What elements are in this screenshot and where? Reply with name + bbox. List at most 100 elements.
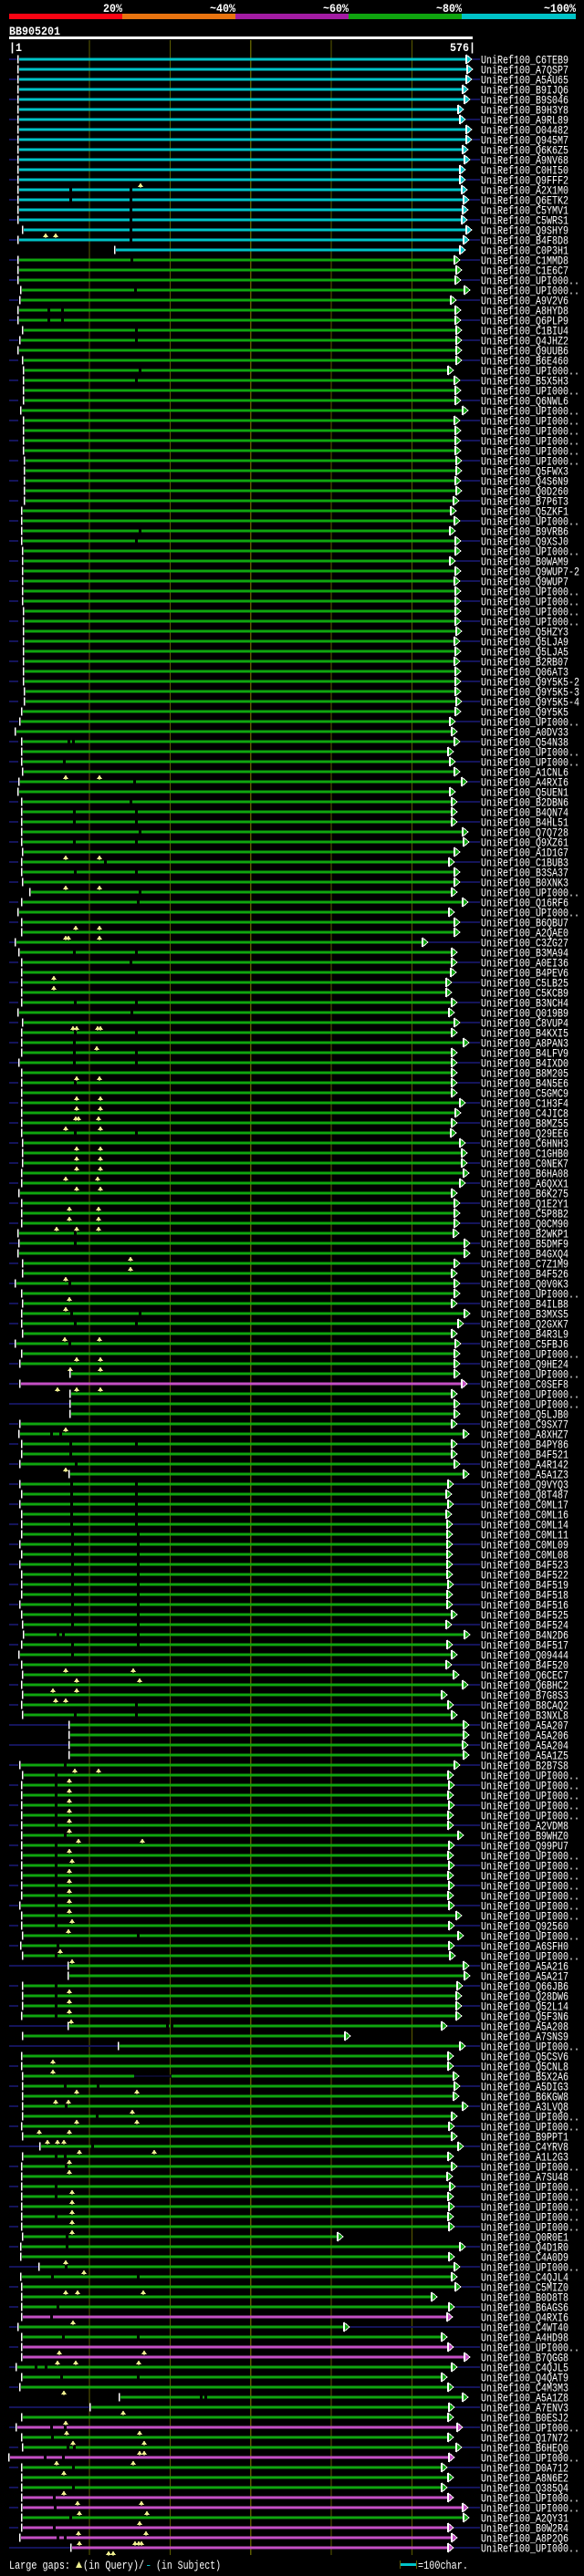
svg-text:UniRef100_B0WAM9: UniRef100_B0WAM9 bbox=[481, 556, 568, 569]
svg-text:UniRef100_UPI000..: UniRef100_UPI000.. bbox=[481, 1871, 579, 1884]
svg-text:UniRef100_B4IXD0: UniRef100_B4IXD0 bbox=[481, 1058, 568, 1071]
svg-text:UniRef100_Q99PU7: UniRef100_Q99PU7 bbox=[481, 1841, 568, 1854]
svg-text:UniRef100_B8M205: UniRef100_B8M205 bbox=[481, 1068, 568, 1081]
svg-text:-: - bbox=[145, 2560, 152, 2571]
svg-text:UniRef100_A9RL89: UniRef100_A9RL89 bbox=[481, 115, 568, 128]
svg-text:UniRef100_O04482: UniRef100_O04482 bbox=[481, 125, 568, 138]
svg-text:UniRef100_UPI000..: UniRef100_UPI000.. bbox=[481, 416, 579, 429]
svg-text:UniRef100_Q9Y5K5-3: UniRef100_Q9Y5K5-3 bbox=[481, 687, 579, 700]
svg-text:UniRef100_Q5CSV6: UniRef100_Q5CSV6 bbox=[481, 2051, 568, 2064]
svg-text:UniRef100_B9VRB6: UniRef100_B9VRB6 bbox=[481, 526, 568, 539]
svg-text:UniRef100_C0ML14: UniRef100_C0ML14 bbox=[481, 1520, 568, 1532]
svg-text:UniRef100_B0W2R4: UniRef100_B0W2R4 bbox=[481, 2523, 568, 2536]
svg-text:UniRef100_UPI000..: UniRef100_UPI000.. bbox=[481, 1901, 579, 1914]
svg-text:UniRef100_UPI000..: UniRef100_UPI000.. bbox=[481, 2453, 579, 2466]
svg-text:UniRef100_UPI000..: UniRef100_UPI000.. bbox=[481, 757, 579, 770]
svg-text:UniRef100_C0ML17: UniRef100_C0ML17 bbox=[481, 1500, 568, 1512]
svg-text:UniRef100_C1MMD8: UniRef100_C1MMD8 bbox=[481, 255, 568, 268]
svg-text:UniRef100_Q6BHC2: UniRef100_Q6BHC2 bbox=[481, 1680, 568, 1693]
svg-text:UniRef100_UPI000..: UniRef100_UPI000.. bbox=[481, 2192, 579, 2205]
svg-text:UniRef100_UPI000..: UniRef100_UPI000.. bbox=[481, 1289, 579, 1302]
svg-text:~60%: ~60% bbox=[323, 2, 349, 16]
svg-text:UniRef100_B4F519: UniRef100_B4F519 bbox=[481, 1580, 568, 1593]
svg-text:UniRef100_B6E460: UniRef100_B6E460 bbox=[481, 356, 568, 369]
svg-text:UniRef100_UPI000..: UniRef100_UPI000.. bbox=[481, 2543, 579, 2556]
svg-text:576|: 576| bbox=[450, 41, 475, 55]
svg-text:UniRef100_B4HL51: UniRef100_B4HL51 bbox=[481, 817, 568, 830]
svg-text:BB905201: BB905201 bbox=[9, 25, 60, 38]
svg-text:UniRef100_UPI000..: UniRef100_UPI000.. bbox=[481, 446, 579, 459]
svg-text:UniRef100_B4F520: UniRef100_B4F520 bbox=[481, 1660, 568, 1673]
svg-text:UniRef100_Q5HZY3: UniRef100_Q5HZY3 bbox=[481, 627, 568, 639]
svg-text:UniRef100_C1BUB3: UniRef100_C1BUB3 bbox=[481, 857, 568, 870]
svg-text:UniRef100_Q4JHZ2: UniRef100_Q4JHZ2 bbox=[481, 336, 568, 348]
svg-text:UniRef100_C5GMC9: UniRef100_C5GMC9 bbox=[481, 1088, 568, 1101]
svg-text:UniRef100_Q52L14: UniRef100_Q52L14 bbox=[481, 2001, 568, 2014]
svg-text:UniRef100_Q4QAT9: UniRef100_Q4QAT9 bbox=[481, 2373, 568, 2385]
svg-text:UniRef100_C5MIZ0: UniRef100_C5MIZ0 bbox=[481, 2282, 568, 2295]
svg-text:UniRef100_Q385Q4: UniRef100_Q385Q4 bbox=[481, 2483, 568, 2496]
svg-text:UniRef100_Q9FFF2: UniRef100_Q9FFF2 bbox=[481, 175, 568, 188]
svg-text:UniRef100_Q9SHY9: UniRef100_Q9SHY9 bbox=[481, 225, 568, 238]
svg-text:UniRef100_UPI000..: UniRef100_UPI000.. bbox=[481, 456, 579, 469]
svg-text:UniRef100_C1H3F4: UniRef100_C1H3F4 bbox=[481, 1098, 568, 1111]
svg-text:UniRef100_Q5CNL8: UniRef100_Q5CNL8 bbox=[481, 2062, 568, 2074]
svg-text:UniRef100_B2WKP1: UniRef100_B2WKP1 bbox=[481, 1229, 568, 1241]
svg-text:Large gaps:: Large gaps: bbox=[9, 2560, 70, 2571]
svg-text:UniRef100_Q1E2Y1: UniRef100_Q1E2Y1 bbox=[481, 1199, 568, 1211]
svg-text:UniRef100_UPI000..: UniRef100_UPI000.. bbox=[481, 386, 579, 399]
svg-text:UniRef100_Q9Y5K5-2: UniRef100_Q9Y5K5-2 bbox=[481, 677, 579, 690]
svg-text:~100%: ~100% bbox=[544, 2, 576, 16]
svg-text:UniRef100_UPI000..: UniRef100_UPI000.. bbox=[481, 617, 579, 629]
svg-text:UniRef100_B4F526: UniRef100_B4F526 bbox=[481, 1269, 568, 1282]
svg-text:UniRef100_Q17N72: UniRef100_Q17N72 bbox=[481, 2433, 568, 2446]
svg-text:UniRef100_B2RB07: UniRef100_B2RB07 bbox=[481, 657, 568, 670]
svg-text:UniRef100_Q9VYQ3: UniRef100_Q9VYQ3 bbox=[481, 1480, 568, 1492]
svg-text:UniRef100_Q6CEC7: UniRef100_Q6CEC7 bbox=[481, 1670, 568, 1683]
svg-text:UniRef100_A4HD98: UniRef100_A4HD98 bbox=[481, 2332, 568, 2345]
svg-text:UniRef100_Q4RXI6: UniRef100_Q4RXI6 bbox=[481, 2312, 568, 2325]
svg-text:UniRef100_B9S046: UniRef100_B9S046 bbox=[481, 95, 568, 108]
svg-text:UniRef100_UPI000..: UniRef100_UPI000.. bbox=[481, 1349, 579, 1362]
svg-text:UniRef100_B7P6T3: UniRef100_B7P6T3 bbox=[481, 496, 568, 509]
svg-text:UniRef100_A6SFH0: UniRef100_A6SFH0 bbox=[481, 1941, 568, 1954]
svg-text:UniRef100_UPI000..: UniRef100_UPI000.. bbox=[481, 2122, 579, 2135]
svg-text:UniRef100_B5X2A6: UniRef100_B5X2A6 bbox=[481, 2072, 568, 2084]
svg-text:UniRef100_UPI000..: UniRef100_UPI000.. bbox=[481, 607, 579, 619]
svg-text:UniRef100_UPI000..: UniRef100_UPI000.. bbox=[481, 2222, 579, 2235]
svg-text:UniRef100_Q16RF6: UniRef100_Q16RF6 bbox=[481, 898, 568, 910]
svg-text:UniRef100_C9SX77: UniRef100_C9SX77 bbox=[481, 1419, 568, 1432]
svg-text:UniRef100_A5AU65: UniRef100_A5AU65 bbox=[481, 75, 568, 88]
svg-text:UniRef100_B4F524: UniRef100_B4F524 bbox=[481, 1620, 568, 1633]
svg-text:UniRef100_UPI000..: UniRef100_UPI000.. bbox=[481, 2182, 579, 2195]
svg-text:UniRef100_B4LFV9: UniRef100_B4LFV9 bbox=[481, 1048, 568, 1061]
svg-text:UniRef100_UPI000..: UniRef100_UPI000.. bbox=[481, 2162, 579, 2175]
svg-text:UniRef100_B4QN74: UniRef100_B4QN74 bbox=[481, 807, 568, 820]
svg-text:UniRef100_Q5F3N6: UniRef100_Q5F3N6 bbox=[481, 2011, 568, 2024]
svg-text:UniRef100_UPI000..: UniRef100_UPI000.. bbox=[481, 1781, 579, 1793]
svg-text:UniRef100_C8VUP4: UniRef100_C8VUP4 bbox=[481, 1018, 568, 1031]
svg-text:UniRef100_UPI000..: UniRef100_UPI000.. bbox=[481, 1771, 579, 1783]
svg-text:UniRef100_Q66JB6: UniRef100_Q66JB6 bbox=[481, 1981, 568, 1994]
svg-text:UniRef100_B6HA08: UniRef100_B6HA08 bbox=[481, 1169, 568, 1181]
svg-text:UniRef100_Q0V0K3: UniRef100_Q0V0K3 bbox=[481, 1279, 568, 1292]
svg-text:UniRef100_A2VDM8: UniRef100_A2VDM8 bbox=[481, 1821, 568, 1833]
svg-text:UniRef100_B4PEV6: UniRef100_B4PEV6 bbox=[481, 968, 568, 981]
svg-text:UniRef100_UPI000..: UniRef100_UPI000.. bbox=[481, 1791, 579, 1803]
svg-text:=100char.: =100char. bbox=[418, 2560, 468, 2571]
svg-text:UniRef100_Q6K6Z5: UniRef100_Q6K6Z5 bbox=[481, 145, 568, 158]
svg-text:UniRef100_UPI000..: UniRef100_UPI000.. bbox=[481, 546, 579, 559]
svg-text:UniRef100_Q945M7: UniRef100_Q945M7 bbox=[481, 135, 568, 148]
svg-text:(in Query)/: (in Query)/ bbox=[83, 2560, 144, 2571]
svg-text:UniRef100_Q5LJB0: UniRef100_Q5LJB0 bbox=[481, 1409, 568, 1422]
svg-text:UniRef100_A4R142: UniRef100_A4R142 bbox=[481, 1459, 568, 1472]
svg-text:UniRef100_B4F516: UniRef100_B4F516 bbox=[481, 1600, 568, 1613]
svg-text:UniRef100_B0D8T8: UniRef100_B0D8T8 bbox=[481, 2292, 568, 2305]
svg-text:UniRef100_B0XNK3: UniRef100_B0XNK3 bbox=[481, 878, 568, 890]
svg-text:UniRef100_B5DMF9: UniRef100_B5DMF9 bbox=[481, 1239, 568, 1252]
svg-text:UniRef100_A3LVQ8: UniRef100_A3LVQ8 bbox=[481, 2102, 568, 2114]
svg-text:UniRef100_A5A207: UniRef100_A5A207 bbox=[481, 1720, 568, 1733]
svg-text:UniRef100_C5KCB9: UniRef100_C5KCB9 bbox=[481, 988, 568, 1001]
svg-text:~80%: ~80% bbox=[436, 2, 462, 16]
svg-text:UniRef100_B0ESJ2: UniRef100_B0ESJ2 bbox=[481, 2413, 568, 2425]
